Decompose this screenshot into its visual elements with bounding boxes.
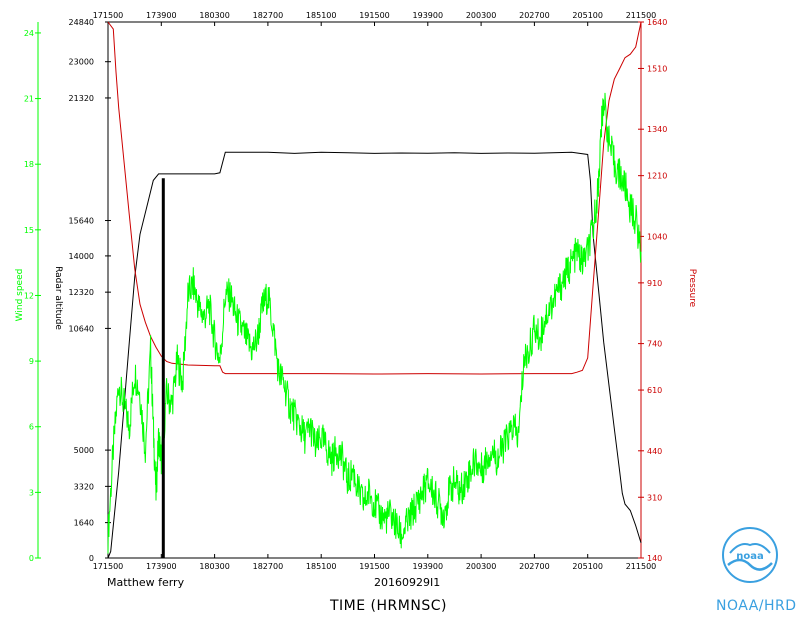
wind-axis-tick-label: 15 xyxy=(24,226,34,235)
x-tick-label-bottom: 202700 xyxy=(519,562,550,571)
radar-axis-tick-label: 1640 xyxy=(74,519,94,528)
radar-axis-tick-label: 12320 xyxy=(69,288,94,297)
radar-axis-tick-label: 15640 xyxy=(69,217,94,226)
radar-axis-tick-label: 3320 xyxy=(74,482,94,491)
wind-axis-tick-label: 21 xyxy=(24,95,34,104)
pressure-axis-tick-label: 1640 xyxy=(647,18,667,27)
x-tick-label-top: 185100 xyxy=(306,11,337,20)
pressure-axis-tick-label: 440 xyxy=(647,447,662,456)
x-tick-label-top: 211500 xyxy=(626,11,657,20)
noaa-hrd-label: NOAA/HRD xyxy=(716,598,797,614)
radar-axis-tick-label: 24840 xyxy=(69,18,94,27)
x-tick-label-top: 180300 xyxy=(199,11,230,20)
wind-series-line xyxy=(107,92,642,554)
x-tick-label-bottom: 205100 xyxy=(572,562,603,571)
time-axis-title: TIME (HRMNSC) xyxy=(330,598,447,614)
radar-axis-tick-label: 5000 xyxy=(74,446,94,455)
x-tick-label-bottom: 182700 xyxy=(253,562,284,571)
x-tick-label-top: 171500 xyxy=(93,11,124,20)
radar-axis-tick-label: 14000 xyxy=(69,252,94,261)
x-tick-label-bottom: 193900 xyxy=(413,562,444,571)
radar-axis-tick-label: 23000 xyxy=(69,58,94,67)
x-tick-label-bottom: 200300 xyxy=(466,562,497,571)
x-tick-label-top: 205100 xyxy=(572,11,603,20)
pressure-axis-tick-label: 910 xyxy=(647,279,662,288)
x-tick-label-top: 193900 xyxy=(413,11,444,20)
pressure-axis-tick-label: 1040 xyxy=(647,232,667,241)
x-tick-label-top: 182700 xyxy=(253,11,284,20)
wind-axis-tick-label: 12 xyxy=(24,291,34,300)
radar-axis-tick-label: 0 xyxy=(89,554,94,563)
x-tick-label-bottom: 185100 xyxy=(306,562,337,571)
pressure-axis-tick-label: 140 xyxy=(647,554,662,563)
wind-axis-tick-label: 18 xyxy=(24,160,34,169)
storm-label: Matthew ferry xyxy=(107,576,185,589)
wind-axis-tick-label: 24 xyxy=(24,29,34,38)
x-tick-label-bottom: 211500 xyxy=(626,562,657,571)
pressure-axis-tick-label: 1510 xyxy=(647,64,667,73)
pressure-axis-tick-label: 1340 xyxy=(647,125,667,134)
x-tick-label-bottom: 191500 xyxy=(359,562,390,571)
x-tick-label-bottom: 173900 xyxy=(146,562,177,571)
pressure-axis-tick-label: 740 xyxy=(647,340,662,349)
pressure-series-line xyxy=(107,21,642,375)
radar-axis-tick-label: 10640 xyxy=(69,324,94,333)
x-tick-label-top: 173900 xyxy=(146,11,177,20)
wind-axis-tick-label: 0 xyxy=(29,554,34,563)
flight-id: 20160929I1 xyxy=(374,576,441,589)
noaa-logo-icon: noaa xyxy=(720,525,780,589)
pressure-axis-title: Pressure xyxy=(687,269,697,308)
pressure-axis-tick-label: 610 xyxy=(647,386,662,395)
noaa-logo-text: noaa xyxy=(736,551,764,562)
wind-axis-tick-label: 9 xyxy=(29,357,34,366)
x-tick-label-top: 191500 xyxy=(359,11,390,20)
wind-axis-tick-label: 6 xyxy=(29,423,34,432)
x-tick-label-bottom: 171500 xyxy=(93,562,124,571)
radar-axis-title: Radar altitude xyxy=(53,266,63,330)
radar-series-line xyxy=(107,151,642,559)
wind-axis-tick-label: 3 xyxy=(29,488,34,497)
pressure-axis-tick-label: 1210 xyxy=(647,172,667,181)
x-tick-label-top: 202700 xyxy=(519,11,550,20)
x-tick-label-bottom: 180300 xyxy=(199,562,230,571)
wind-axis-title: Wind speed xyxy=(15,269,25,322)
pressure-axis-tick-label: 310 xyxy=(647,493,662,502)
radar-axis-tick-label: 21320 xyxy=(69,94,94,103)
x-tick-label-top: 200300 xyxy=(466,11,497,20)
